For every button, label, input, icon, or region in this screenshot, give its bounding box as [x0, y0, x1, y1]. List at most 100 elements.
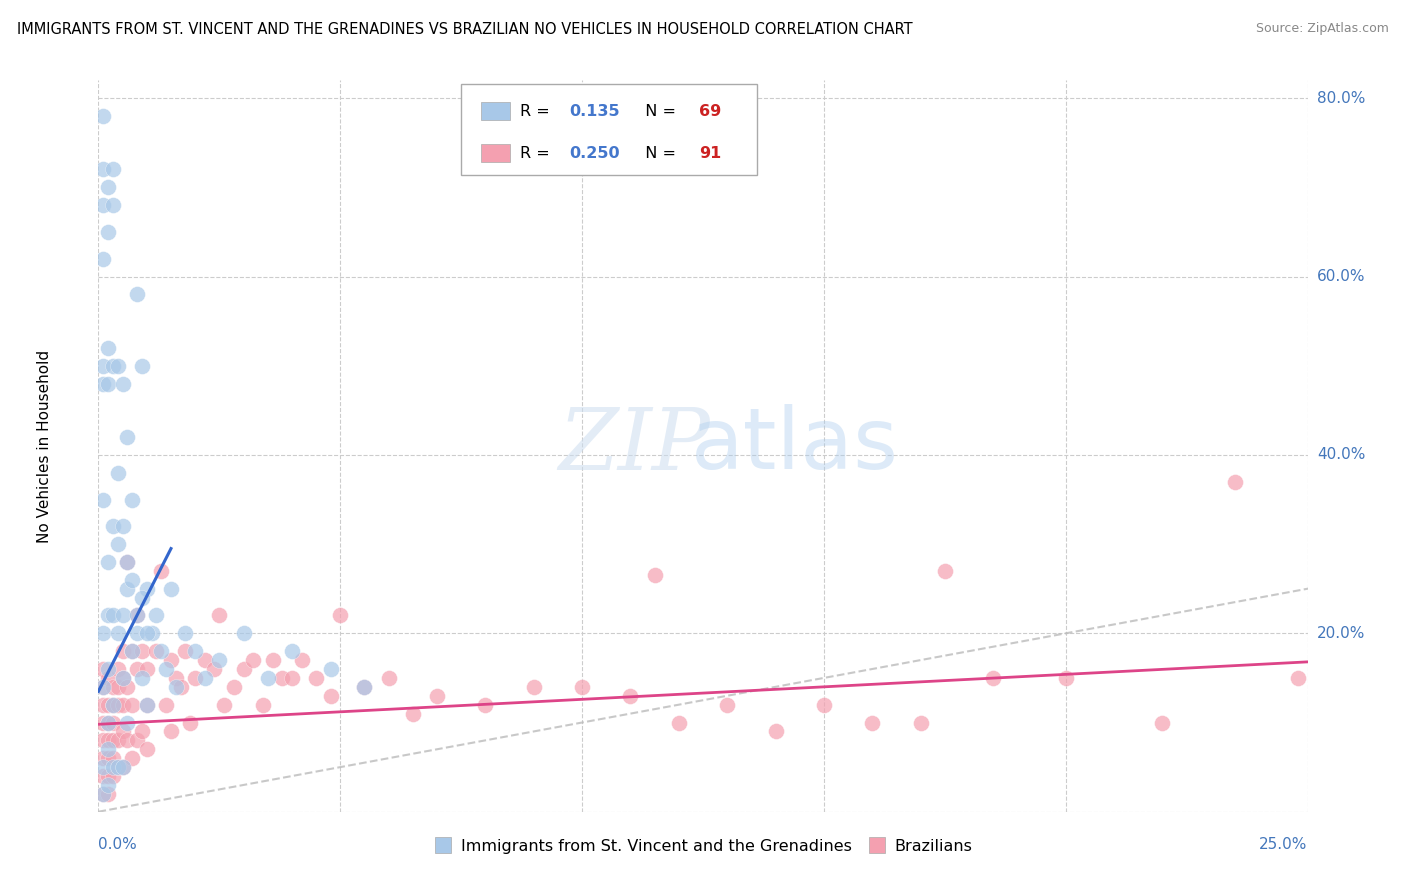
Point: [111, 760, 134, 774]
Point: [121, 573, 143, 587]
Point: [160, 582, 183, 596]
Point: [101, 680, 124, 694]
Point: [131, 724, 153, 739]
Point: [97, 376, 120, 391]
Point: [107, 466, 129, 480]
Point: [319, 662, 342, 676]
Point: [107, 537, 129, 551]
Text: 80.0%: 80.0%: [1317, 91, 1365, 105]
Text: No Vehicles in Household: No Vehicles in Household: [37, 350, 52, 542]
FancyBboxPatch shape: [481, 145, 509, 162]
Text: R =: R =: [520, 145, 555, 161]
Point: [402, 706, 425, 721]
Point: [97, 608, 120, 623]
Point: [232, 626, 254, 640]
Point: [141, 626, 163, 640]
Point: [107, 760, 129, 774]
Point: [262, 653, 284, 667]
Point: [155, 662, 177, 676]
Point: [131, 591, 153, 605]
Point: [232, 662, 254, 676]
Legend: Immigrants from St. Vincent and the Grenadines, Brazilians: Immigrants from St. Vincent and the Gren…: [429, 834, 977, 859]
Point: [131, 671, 153, 685]
Point: [117, 715, 139, 730]
Point: [101, 698, 124, 712]
Text: IMMIGRANTS FROM ST. VINCENT AND THE GRENADINES VS BRAZILIAN NO VEHICLES IN HOUSE: IMMIGRANTS FROM ST. VINCENT AND THE GREN…: [17, 22, 912, 37]
Point: [127, 733, 149, 747]
Text: R =: R =: [520, 103, 555, 119]
Point: [91, 109, 114, 123]
Point: [127, 626, 149, 640]
Point: [644, 568, 666, 582]
Point: [91, 760, 114, 774]
Point: [111, 644, 134, 658]
Text: N =: N =: [636, 103, 682, 119]
Point: [107, 680, 129, 694]
Point: [97, 671, 120, 685]
Point: [319, 689, 342, 703]
Point: [194, 653, 217, 667]
Point: [131, 644, 153, 658]
Point: [91, 715, 114, 730]
Point: [111, 724, 134, 739]
Point: [1054, 671, 1077, 685]
Point: [97, 715, 120, 730]
Point: [290, 653, 312, 667]
Text: 91: 91: [699, 145, 721, 161]
Point: [107, 626, 129, 640]
Point: [208, 608, 231, 623]
Point: [281, 671, 304, 685]
Point: [131, 359, 153, 373]
Text: 69: 69: [699, 103, 721, 119]
Point: [194, 671, 217, 685]
Point: [165, 671, 187, 685]
Text: 0.250: 0.250: [569, 145, 620, 161]
Point: [91, 787, 114, 801]
Text: 20.0%: 20.0%: [1317, 626, 1365, 640]
Point: [1152, 715, 1174, 730]
Point: [135, 698, 157, 712]
Point: [107, 698, 129, 712]
Point: [377, 671, 399, 685]
Point: [910, 715, 932, 730]
Point: [121, 751, 143, 765]
Point: [101, 733, 124, 747]
Point: [97, 698, 120, 712]
Point: [121, 492, 143, 507]
Point: [111, 698, 134, 712]
Point: [97, 742, 120, 756]
Point: [212, 698, 235, 712]
Point: [91, 198, 114, 212]
Point: [281, 644, 304, 658]
Text: atlas: atlas: [690, 404, 898, 488]
Point: [222, 680, 245, 694]
Point: [117, 555, 139, 569]
Point: [242, 653, 264, 667]
Point: [97, 751, 120, 765]
Point: [353, 680, 375, 694]
Point: [91, 680, 114, 694]
Point: [184, 671, 207, 685]
Point: [127, 608, 149, 623]
Point: [117, 555, 139, 569]
Point: [619, 689, 641, 703]
Point: [97, 341, 120, 355]
Point: [174, 644, 197, 658]
Point: [145, 644, 167, 658]
Point: [97, 715, 120, 730]
Point: [160, 724, 183, 739]
Point: [426, 689, 449, 703]
Point: [271, 671, 294, 685]
Text: ZIP: ZIP: [558, 405, 710, 487]
Point: [208, 653, 231, 667]
Point: [101, 608, 124, 623]
Point: [127, 608, 149, 623]
Point: [145, 608, 167, 623]
Point: [91, 733, 114, 747]
Point: [97, 180, 120, 194]
Point: [101, 751, 124, 765]
Point: [97, 662, 120, 676]
Point: [121, 644, 143, 658]
Point: [117, 733, 139, 747]
Point: [179, 715, 201, 730]
